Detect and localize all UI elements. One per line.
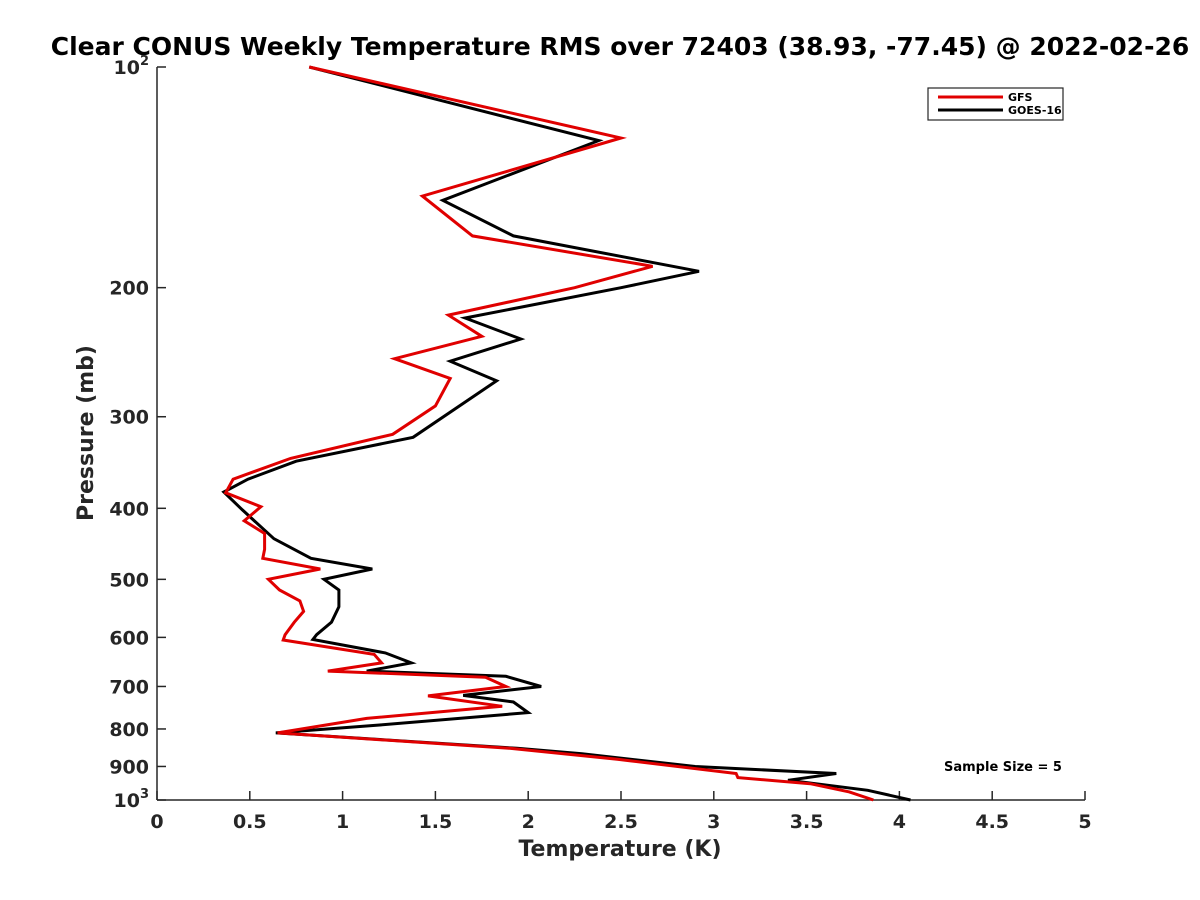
x-tick-label: 1: [336, 811, 349, 833]
y-tick-label: 200: [109, 278, 149, 300]
plot-area: [221, 65, 911, 802]
y-tick-label: 800: [109, 719, 149, 741]
series-line-goes-16: [221, 65, 911, 802]
x-tick-label: 0: [150, 811, 163, 833]
y-tick-label: 300: [109, 407, 149, 429]
axes: 0 0.5 1 1.5 2 2.5 3 3.5 4 4.5 5 102 200 300 400 500 600 7…: [109, 54, 1091, 833]
x-tick-label: 3.5: [790, 811, 824, 833]
legend-label: GOES-16: [1008, 104, 1062, 117]
x-tick-label: 4.5: [975, 811, 1009, 833]
y-tick-label: 700: [109, 676, 149, 698]
series-line-gfs: [223, 65, 874, 802]
y-axis-label: Pressure (mb): [74, 345, 99, 521]
y-tick-label: 900: [109, 756, 149, 778]
sample-size-annotation: Sample Size = 5: [944, 760, 1062, 775]
y-tick-label: 103: [114, 787, 150, 812]
legend-box: [927, 87, 1064, 121]
y-tick-label: 500: [109, 569, 149, 591]
y-tick-label: 600: [109, 627, 149, 649]
y-tick-label: 400: [109, 498, 149, 520]
x-axis-label: Temperature (K): [518, 837, 721, 862]
x-tick-label: 3: [707, 811, 720, 833]
x-tick-label: 4: [893, 811, 906, 833]
y-tick-label: 102: [114, 54, 150, 79]
x-tick-label: 5: [1078, 811, 1091, 833]
chart-title: Clear CONUS Weekly Temperature RMS over …: [51, 32, 1190, 61]
x-tick-label: 1.5: [419, 811, 453, 833]
x-tick-label: 2: [522, 811, 535, 833]
x-tick-label: 0.5: [233, 811, 267, 833]
legend-label: GFS: [1008, 91, 1033, 104]
x-tick-label: 2.5: [604, 811, 638, 833]
